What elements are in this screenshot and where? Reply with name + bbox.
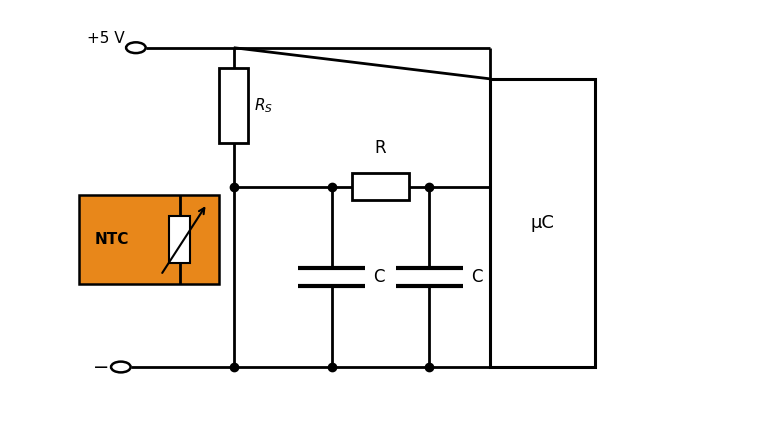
Text: NTC: NTC (94, 232, 129, 247)
Bar (352, 173, 409, 200)
Text: R: R (374, 139, 387, 157)
Text: −: − (93, 357, 110, 376)
Bar (169, 216, 190, 264)
Bar (489, 79, 595, 367)
Text: C: C (471, 268, 482, 286)
Bar (79, 195, 218, 284)
Text: C: C (373, 268, 384, 286)
Bar (219, 69, 248, 143)
Text: $R_S$: $R_S$ (254, 96, 273, 115)
Text: +5 V: +5 V (87, 30, 125, 46)
Text: μC: μC (530, 214, 554, 232)
